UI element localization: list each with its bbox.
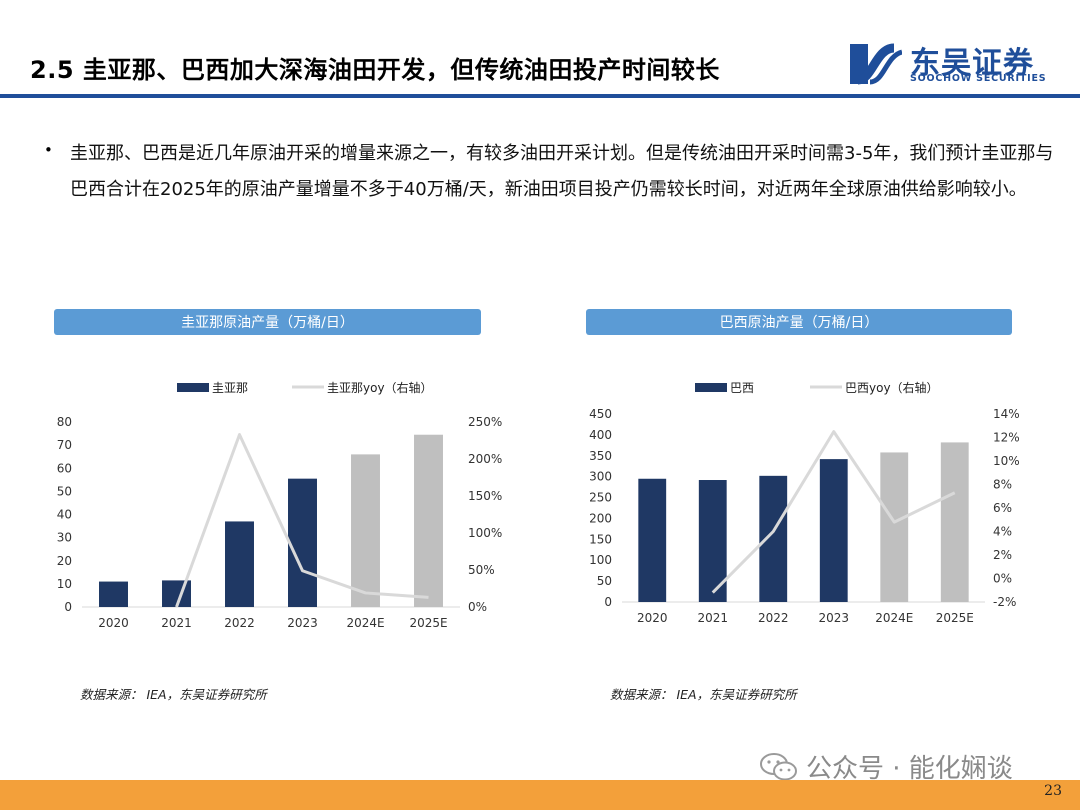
x-tick-label: 2025E: [409, 616, 447, 630]
guyana-chart-source: 数据来源： IEA，东吴证券研究所: [80, 687, 267, 702]
y-right-tick-label: 0%: [993, 572, 1012, 586]
legend-line-label: 巴西yoy（右轴）: [845, 380, 939, 395]
bar-2024e: [880, 452, 909, 602]
y-left-tick-label: 70: [57, 438, 72, 452]
y-right-tick-label: 10%: [993, 454, 1020, 468]
bar-2025e: [940, 442, 969, 602]
x-tick-label: 2024E: [875, 611, 913, 625]
header-rule: [0, 94, 1080, 98]
y-right-tick-label: 14%: [993, 407, 1020, 421]
bar-2024e: [351, 454, 380, 607]
y-left-tick-label: 0: [64, 600, 72, 614]
page-number: 23: [1044, 783, 1062, 799]
y-left-tick-label: 40: [57, 508, 72, 522]
legend-bar-label: 圭亚那: [212, 381, 248, 395]
brazil-production-chart: 巴西 巴西yoy（右轴） 0 50 100 150 200 250 300 350 400 450 -2…: [589, 380, 1020, 625]
y-right-tick-label: 250%: [468, 415, 502, 429]
body-paragraph: 圭亚那、巴西是近几年原油开采的增量来源之一，有较多油田开采计划。但是传统油田开采…: [70, 143, 1054, 200]
x-tick-label: 2022: [224, 616, 255, 630]
guyana-production-chart: 圭亚那 圭亚那yoy（右轴） 0 10 20 30 40 50 60 70 80 0% 50% 100% 1…: [57, 380, 503, 630]
footer-bar: [0, 780, 1080, 810]
y-left-tick-label: 50: [597, 574, 612, 588]
y-left-tick-label: 10: [57, 577, 72, 591]
logo-chinese-name: 东吴证券: [910, 46, 1034, 81]
bar-2022: [225, 521, 254, 607]
brazil-yoy-line: [711, 430, 956, 594]
bar-2020: [638, 478, 667, 602]
x-tick-label: 2023: [818, 611, 849, 625]
y-right-tick-label: 200%: [468, 452, 502, 466]
legend-bar-label: 巴西: [730, 381, 754, 395]
bar-2020: [99, 581, 128, 607]
y-left-tick-label: 0: [604, 595, 612, 609]
x-tick-label: 2024E: [346, 616, 384, 630]
legend-bar-swatch: [177, 383, 209, 392]
page-title: 2.5 圭亚那、巴西加大深海油田开发，但传统油田投产时间较长: [30, 56, 720, 84]
y-left-tick-label: 50: [57, 484, 72, 498]
x-tick-label: 2023: [287, 616, 318, 630]
y-left-tick-label: 200: [589, 511, 612, 525]
y-left-tick-label: 400: [589, 428, 612, 442]
watermark-text: 公众号 · 能化娴谈: [806, 754, 1013, 784]
x-tick-label: 2022: [758, 611, 789, 625]
y-left-tick-label: 60: [57, 461, 72, 475]
y-right-tick-label: 0%: [468, 600, 487, 614]
logo-english-name: SOOCHOW SECURITIES: [910, 73, 1047, 84]
wechat-watermark: 公众号 · 能化娴谈: [760, 748, 1013, 785]
y-left-tick-label: 80: [57, 415, 72, 429]
bullet-marker: •: [44, 141, 53, 159]
y-left-tick-label: 20: [57, 554, 72, 568]
brazil-chart-source: 数据来源： IEA，东吴证券研究所: [610, 687, 797, 702]
y-left-tick-label: 300: [589, 470, 612, 484]
bar-2025e: [414, 434, 443, 607]
x-tick-label: 2020: [98, 616, 129, 630]
guyana-chart-title: 圭亚那原油产量（万桶/日）: [54, 309, 481, 335]
y-right-tick-label: 2%: [993, 548, 1012, 562]
y-left-tick-label: 350: [589, 449, 612, 463]
y-right-tick-label: 100%: [468, 526, 502, 540]
guyana-yoy-line: [175, 433, 429, 608]
y-right-tick-label: 4%: [993, 525, 1012, 539]
x-tick-label: 2025E: [936, 611, 974, 625]
bar-2023: [819, 459, 848, 602]
x-tick-label: 2021: [697, 611, 728, 625]
y-right-tick-label: 150%: [468, 489, 502, 503]
y-right-tick-label: -2%: [993, 595, 1016, 609]
y-left-tick-label: 150: [589, 532, 612, 546]
bar-2023: [288, 478, 317, 607]
y-right-tick-label: 8%: [993, 478, 1012, 492]
bar-2022: [759, 475, 788, 602]
y-left-tick-label: 250: [589, 491, 612, 505]
y-right-tick-label: 6%: [993, 501, 1012, 515]
soochow-logo-icon: [850, 43, 902, 85]
y-left-tick-label: 100: [589, 553, 612, 567]
y-left-tick-label: 30: [57, 531, 72, 545]
y-right-tick-label: 50%: [468, 563, 495, 577]
legend-bar-swatch: [695, 383, 727, 392]
company-logo: 东吴证券 SOOCHOW SECURITIES: [850, 40, 1060, 88]
wechat-icon: [760, 752, 797, 780]
brazil-chart-title: 巴西原油产量（万桶/日）: [586, 309, 1012, 335]
legend-line-label: 圭亚那yoy（右轴）: [327, 380, 433, 395]
y-right-tick-label: 12%: [993, 431, 1020, 445]
x-tick-label: 2021: [161, 616, 192, 630]
x-tick-label: 2020: [637, 611, 668, 625]
y-left-tick-label: 450: [589, 407, 612, 421]
